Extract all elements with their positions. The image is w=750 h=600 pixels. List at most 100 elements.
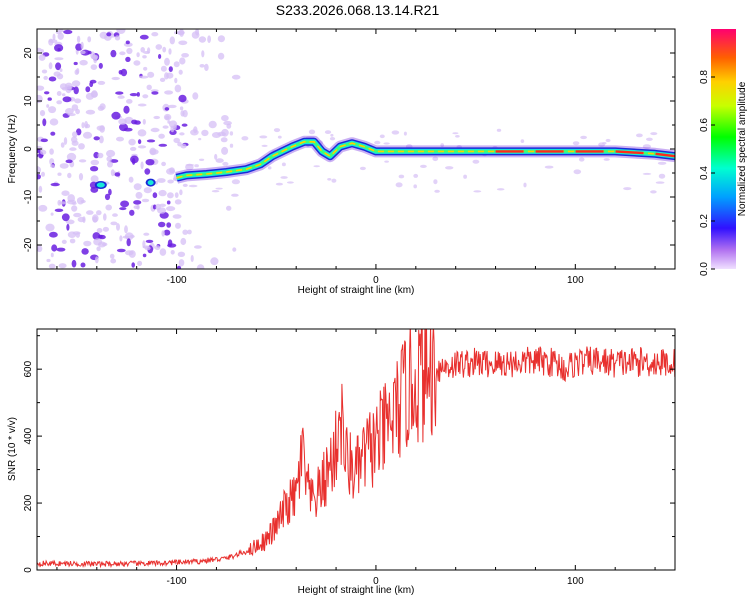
noise-speckle	[174, 84, 182, 93]
noise-speckle	[61, 93, 66, 97]
noise-speckle	[72, 131, 78, 138]
noise-speckle	[49, 148, 54, 155]
noise-speckle	[110, 258, 117, 264]
noise-speckle	[167, 104, 177, 109]
snr-plot-area	[37, 329, 675, 569]
noise-speckle	[54, 208, 64, 212]
noise-speckle	[207, 35, 212, 43]
noise-speckle	[168, 66, 173, 72]
noise-speckle	[118, 118, 127, 125]
noise-speckle	[110, 221, 118, 226]
noise-speckle	[87, 50, 92, 55]
noise-speckle	[41, 69, 48, 74]
y-tick-label: 200	[23, 494, 34, 511]
noise-speckle	[48, 62, 53, 70]
noise-speckle	[166, 72, 174, 79]
noise-speckle	[145, 239, 154, 243]
noise-speckle	[211, 190, 220, 193]
noise-speckle	[231, 193, 239, 197]
noise-speckle	[71, 205, 78, 212]
noise-speckle	[173, 61, 180, 68]
noise-speckle	[217, 52, 225, 60]
noise-speckle	[103, 213, 107, 221]
noise-speckle	[93, 238, 103, 246]
noise-speckle	[96, 228, 103, 233]
noise-speckle	[48, 263, 56, 269]
noise-speckle	[155, 44, 163, 50]
noise-speckle	[452, 132, 459, 135]
x-tick-label: 0	[373, 275, 379, 286]
noise-speckle	[231, 179, 240, 185]
noise-speckle	[578, 157, 585, 162]
colorbar-tick-label: 0.0	[699, 262, 710, 276]
noise-speckle	[131, 157, 136, 165]
noise-speckle	[38, 185, 43, 193]
noise-speckle	[160, 65, 167, 72]
noise-speckle	[123, 105, 130, 114]
noise-speckle	[104, 193, 111, 201]
noise-speckle	[572, 141, 580, 146]
noise-speckle	[196, 264, 205, 269]
noise-speckle	[120, 68, 128, 77]
spectrogram-y-axis-label: Frequency (Hz)	[7, 115, 18, 184]
noise-speckle	[198, 137, 202, 141]
noise-speckle	[144, 168, 151, 175]
noise-speckle	[102, 242, 108, 247]
noise-speckle	[403, 131, 407, 136]
noise-speckle	[137, 103, 147, 107]
noise-speckle	[146, 139, 156, 143]
noise-speckle	[286, 181, 294, 184]
noise-speckle	[90, 159, 100, 166]
noise-speckle	[136, 92, 140, 97]
noise-speckle	[109, 253, 115, 259]
noise-speckle	[217, 35, 225, 43]
noise-speckle	[116, 223, 120, 231]
noise-speckle	[65, 219, 75, 225]
noise-speckle	[65, 108, 74, 115]
noise-speckle	[544, 165, 554, 169]
noise-speckle	[181, 123, 188, 127]
noise-speckle	[201, 129, 209, 137]
noise-speckle	[179, 132, 185, 136]
noise-speckle	[38, 54, 46, 61]
snr-x-axis-label: Height of straight line (km)	[298, 585, 415, 596]
noise-speckle	[432, 156, 439, 162]
ridge-peak	[495, 150, 675, 158]
noise-speckle	[142, 55, 147, 59]
noise-speckle	[137, 145, 147, 149]
noise-speckle	[313, 165, 321, 168]
y-tick-label: 0	[23, 146, 34, 152]
noise-speckle	[136, 204, 140, 210]
noise-speckle	[81, 248, 89, 255]
noise-speckle	[119, 51, 126, 56]
noise-speckle	[473, 190, 482, 193]
noise-speckle	[178, 94, 187, 103]
noise-speckle	[37, 85, 45, 91]
noise-speckle	[98, 234, 106, 240]
noise-speckle	[179, 189, 183, 196]
noise-speckle	[52, 33, 56, 41]
noise-speckle	[162, 125, 169, 129]
noise-speckle	[174, 192, 179, 199]
noise-speckle	[188, 184, 198, 188]
noise-speckle	[179, 57, 186, 65]
noise-speckle	[37, 174, 41, 180]
noise-speckle	[120, 200, 130, 208]
noise-speckle	[61, 190, 70, 196]
noise-speckle	[181, 53, 190, 58]
noise-speckle	[117, 95, 125, 99]
noise-speckle	[61, 213, 70, 222]
colorbar-tick-label: 0.8	[699, 70, 710, 84]
y-tick-label: 600	[23, 360, 34, 377]
noise-speckle	[158, 133, 165, 139]
noise-speckle	[90, 175, 99, 183]
noise-speckle	[158, 54, 162, 59]
noise-speckle	[67, 231, 77, 238]
noise-speckle	[63, 137, 68, 145]
noise-speckle	[71, 80, 81, 87]
noise-speckle	[159, 203, 167, 207]
noise-speckle	[657, 161, 667, 165]
noise-speckle	[445, 166, 454, 170]
noise-speckle	[161, 230, 165, 237]
